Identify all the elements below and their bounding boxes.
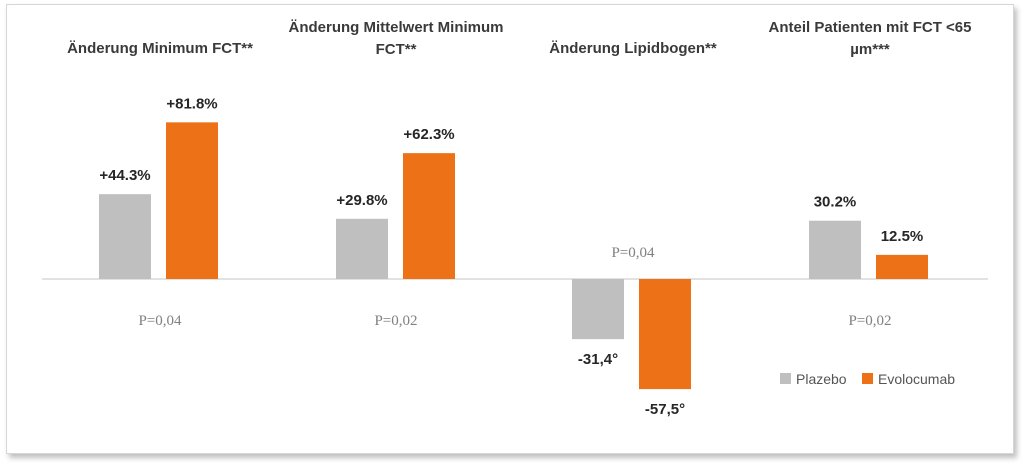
data-label-evolocumab-3: -57,5° <box>645 401 685 418</box>
data-label-plazebo-4: 30.2% <box>814 194 857 211</box>
legend-swatch-plazebo <box>780 373 791 384</box>
bar-plazebo-2 <box>336 218 388 279</box>
legend-label-plazebo: Plazebo <box>796 371 847 387</box>
p-value-3: P=0,04 <box>611 245 655 261</box>
data-label-plazebo-3: -31,4° <box>578 351 618 368</box>
bar-plazebo-4 <box>809 220 861 279</box>
data-label-plazebo-1: +44.3% <box>99 167 150 184</box>
bar-plazebo-3 <box>572 279 624 340</box>
bar-evolocumab-2 <box>403 153 455 279</box>
group-title-2: FCT** <box>376 41 417 58</box>
data-label-evolocumab-1: +81.8% <box>166 95 217 112</box>
bar-plazebo-1 <box>99 194 151 279</box>
p-value-2: P=0,02 <box>374 313 417 329</box>
data-label-evolocumab-2: +62.3% <box>403 126 454 143</box>
group-title-4: µm*** <box>850 41 890 58</box>
group-title-4: Anteil Patienten mit FCT <65 <box>769 19 972 36</box>
bar-evolocumab-1 <box>166 122 218 279</box>
bar-evolocumab-4 <box>876 254 928 279</box>
group-title-3: Änderung Lipidbogen** <box>549 40 717 57</box>
legend-label-evolocumab: Evolocumab <box>878 371 955 387</box>
p-value-1: P=0,04 <box>138 313 182 329</box>
data-label-evolocumab-4: 12.5% <box>881 228 924 245</box>
p-value-4: P=0,02 <box>848 313 891 329</box>
group-title-1: Änderung Minimum FCT** <box>67 40 253 57</box>
legend-swatch-evolocumab <box>862 373 873 384</box>
group-title-2: Änderung Mittelwert Minimum <box>289 19 504 36</box>
bar-evolocumab-3 <box>639 279 691 390</box>
data-label-plazebo-2: +29.8% <box>336 192 387 209</box>
